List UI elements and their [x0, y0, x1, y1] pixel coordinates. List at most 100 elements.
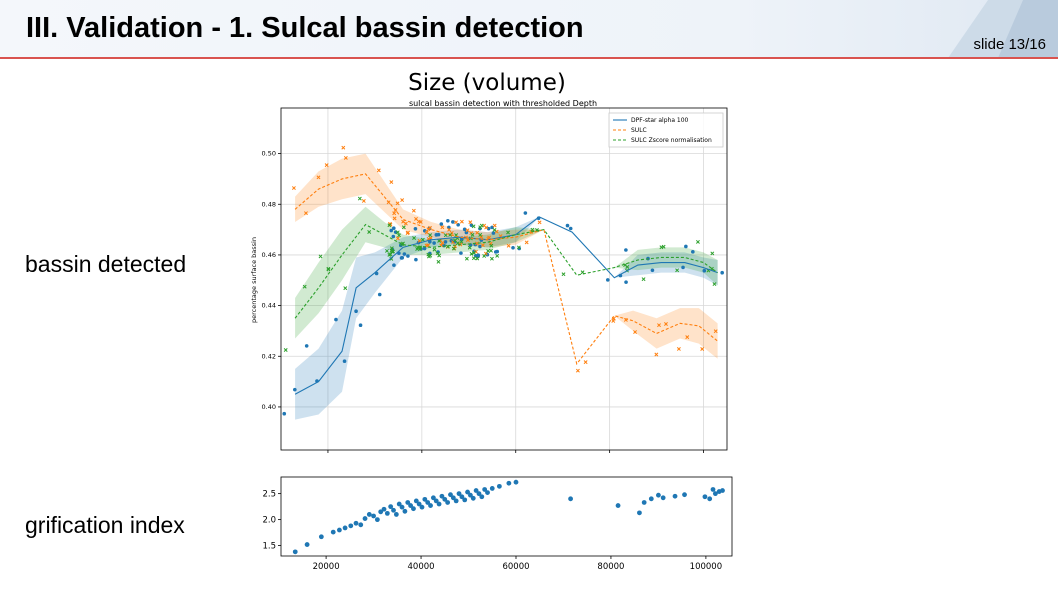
- data-point: [650, 268, 655, 273]
- data-point: [392, 216, 397, 221]
- data-point: [389, 256, 394, 261]
- data-point: [341, 145, 346, 150]
- data-point: [464, 230, 469, 235]
- data-point: [318, 254, 323, 259]
- data-point: [420, 237, 425, 242]
- header-accent-line: [0, 57, 1058, 59]
- data-point: [392, 263, 396, 267]
- data-point: [437, 238, 442, 243]
- data-point: [484, 225, 489, 230]
- data-point: [469, 223, 474, 227]
- data-point: [641, 277, 646, 282]
- data-point: [451, 220, 455, 224]
- band-2: [295, 206, 718, 339]
- data-point: [471, 224, 476, 229]
- confidence-bands: [295, 153, 718, 420]
- data-point: [282, 411, 287, 416]
- data-point: [302, 284, 307, 289]
- data-point: [471, 256, 476, 261]
- data-point: [691, 250, 695, 254]
- data-point: [624, 280, 628, 284]
- data-point: [376, 168, 381, 173]
- data-point: [467, 245, 472, 250]
- data-point: [473, 249, 478, 254]
- data-point: [465, 228, 470, 233]
- data-point: [451, 246, 456, 251]
- data-point: [664, 322, 668, 326]
- data-point: [401, 225, 406, 230]
- data-point: [475, 256, 480, 261]
- data-point: [475, 230, 480, 235]
- data-point: [465, 238, 470, 243]
- y-axis-label: percentage surface bassin: [250, 237, 258, 323]
- data-point: [389, 246, 394, 251]
- data-point: [661, 244, 666, 249]
- data-point: [486, 249, 491, 253]
- data-point: [454, 220, 459, 225]
- data-point: [695, 239, 700, 244]
- data-point: [414, 257, 418, 262]
- data-point: [575, 368, 580, 373]
- data-point: [343, 155, 348, 160]
- data-point: [523, 211, 528, 215]
- y-tick-label: 0.44: [262, 302, 276, 310]
- data-point: [459, 219, 464, 224]
- data-point: [524, 240, 529, 245]
- data-point: [468, 220, 473, 225]
- data-point: [486, 226, 491, 231]
- data-point: [565, 223, 570, 228]
- data-point: [342, 359, 347, 364]
- data-point: [316, 175, 321, 180]
- data-point: [334, 317, 338, 322]
- data-point: [489, 256, 494, 261]
- data-point: [390, 249, 395, 254]
- slide-title: III. Validation - 1. Sulcal bassin detec…: [26, 12, 584, 44]
- data-point: [388, 252, 393, 257]
- data-point: [400, 255, 405, 260]
- data-point: [435, 251, 440, 256]
- data-point: [453, 238, 457, 243]
- data-point: [684, 244, 688, 249]
- data-point: [492, 223, 497, 228]
- data-point: [392, 211, 397, 216]
- data-point: [675, 268, 680, 273]
- series-lines: [294, 173, 718, 395]
- data-point: [417, 238, 422, 243]
- data-point: [702, 268, 707, 273]
- data-point: [439, 222, 444, 226]
- data-point: [400, 198, 405, 203]
- data-point: [491, 231, 496, 235]
- data-point: [411, 208, 416, 213]
- data-point: [283, 348, 288, 352]
- series-line-0: [294, 216, 718, 395]
- data-point: [455, 241, 460, 246]
- data-point: [625, 264, 630, 269]
- data-point: [489, 248, 493, 253]
- label-bassin-detected: bassin detected: [25, 251, 187, 277]
- band-1: [295, 153, 718, 364]
- data-point: [402, 252, 407, 256]
- data-point: [406, 254, 410, 258]
- data-point: [324, 163, 329, 168]
- data-point: [293, 387, 297, 392]
- y-tick-label: 0.46: [262, 251, 276, 259]
- data-point: [516, 245, 521, 250]
- data-point: [492, 227, 497, 232]
- data-point: [391, 226, 396, 230]
- data-point: [561, 272, 566, 277]
- scatter-points: [282, 145, 724, 416]
- data-point: [493, 250, 498, 254]
- data-point: [358, 323, 363, 327]
- series-line-1: [294, 173, 718, 366]
- data-point: [495, 253, 500, 258]
- plot-frame: [280, 107, 728, 451]
- data-point: [326, 267, 331, 272]
- slide-number: slide 13/16: [973, 36, 1046, 53]
- data-point: [710, 251, 715, 256]
- series-line-2: [294, 223, 718, 319]
- data-point: [482, 254, 487, 258]
- data-point: [304, 344, 309, 348]
- legend-label-1: SULC: [631, 127, 647, 134]
- data-point: [464, 256, 469, 261]
